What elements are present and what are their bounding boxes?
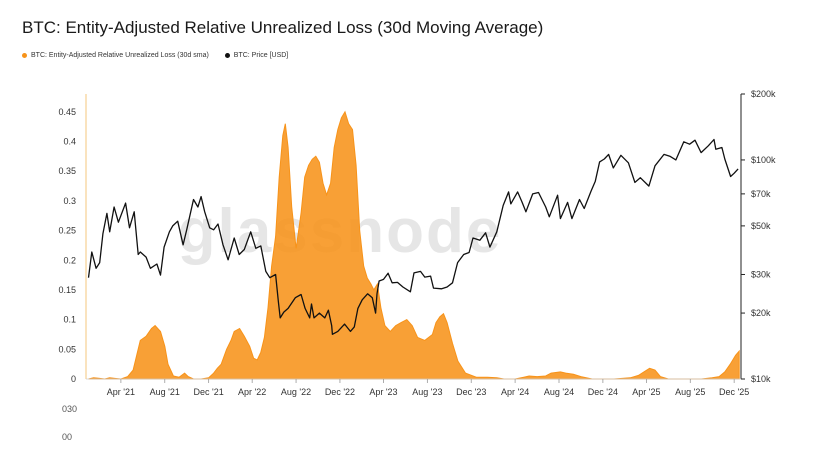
chart-legend: BTC: Entity-Adjusted Relative Unrealized… bbox=[22, 52, 288, 59]
y-left-tick-label: 0.2 bbox=[63, 255, 76, 265]
price-line-layer bbox=[87, 138, 739, 335]
y-left-tick-label: 0 bbox=[71, 374, 76, 384]
y-right-tick-label: $200k bbox=[751, 89, 776, 99]
x-tick-label: Aug '23 bbox=[412, 387, 442, 397]
x-tick-label: Dec '21 bbox=[194, 387, 224, 397]
y-right-tick-label: $30k bbox=[751, 269, 771, 279]
legend-item-loss[interactable]: BTC: Entity-Adjusted Relative Unrealized… bbox=[22, 52, 209, 59]
truncated-label-1: 030 bbox=[62, 404, 78, 414]
x-tick-label: Apr '22 bbox=[238, 387, 266, 397]
y-left-tick-label: 0.1 bbox=[63, 315, 76, 325]
y-left-tick-label: 0.25 bbox=[58, 226, 76, 236]
x-tick-label: Aug '22 bbox=[281, 387, 311, 397]
legend-label-loss: BTC: Entity-Adjusted Relative Unrealized… bbox=[31, 52, 209, 59]
truncated-label-2: 00 bbox=[62, 432, 73, 442]
y-left-tick-label: 0.45 bbox=[58, 107, 76, 117]
y-left-tick-label: 0.35 bbox=[58, 166, 76, 176]
legend-dot-price bbox=[224, 53, 230, 58]
legend-label-price: BTC: Price [USD] bbox=[233, 52, 289, 59]
legend-dot-loss bbox=[22, 53, 27, 58]
axes-layer: 0 0.05 0.1 0.15 0.2 0.25 0.3 0.35 0.4 0.45 $10k $20… bbox=[58, 89, 776, 397]
y-right-tick-label: $100k bbox=[751, 155, 776, 165]
y-left-tick-label: 0.4 bbox=[63, 137, 76, 147]
y-right-tick-label: $10k bbox=[751, 374, 771, 384]
y-left-tick-label: 0.05 bbox=[58, 344, 76, 354]
x-tick-label: Apr '21 bbox=[107, 387, 135, 397]
x-tick-label: Apr '24 bbox=[501, 387, 529, 397]
x-tick-label: Apr '23 bbox=[369, 387, 397, 397]
y-left-tick-label: 0.3 bbox=[63, 196, 76, 206]
page-title: BTC: Entity-Adjusted Relative Unrealized… bbox=[22, 18, 544, 37]
loss-area-layer bbox=[88, 110, 740, 380]
y-right-tick-label: $20k bbox=[751, 308, 771, 318]
x-tick-label: Dec '24 bbox=[588, 387, 618, 397]
x-tick-label: Dec '23 bbox=[456, 387, 486, 397]
x-tick-label: Aug '21 bbox=[150, 387, 180, 397]
x-tick-label: Dec '25 bbox=[719, 387, 749, 397]
y-right-tick-label: $50k bbox=[751, 221, 771, 231]
y-right-tick-label: $70k bbox=[751, 189, 771, 199]
y-left-tick-label: 0.15 bbox=[58, 285, 76, 295]
legend-item-price[interactable]: BTC: Price [USD] bbox=[224, 52, 289, 59]
x-tick-label: Dec '22 bbox=[325, 387, 355, 397]
x-tick-label: Aug '25 bbox=[675, 387, 705, 397]
price-line-series bbox=[87, 138, 739, 335]
loss-area-series bbox=[88, 110, 740, 380]
x-tick-label: Apr '25 bbox=[632, 387, 660, 397]
x-tick-label: Aug '24 bbox=[544, 387, 574, 397]
